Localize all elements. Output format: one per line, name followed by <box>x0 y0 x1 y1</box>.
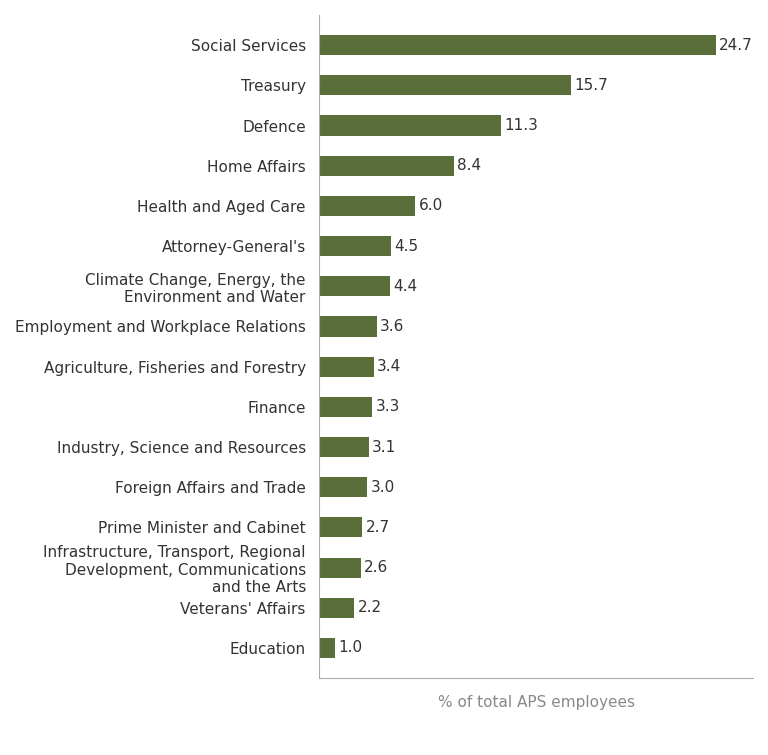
Text: 11.3: 11.3 <box>504 118 538 133</box>
Text: 4.5: 4.5 <box>395 239 419 254</box>
Text: 1.0: 1.0 <box>339 640 362 655</box>
Text: 8.4: 8.4 <box>457 159 482 173</box>
Text: 3.1: 3.1 <box>372 439 396 455</box>
Text: 2.7: 2.7 <box>366 520 390 535</box>
Bar <box>319 477 367 498</box>
Text: 24.7: 24.7 <box>720 38 753 53</box>
X-axis label: % of total APS employees: % of total APS employees <box>438 695 634 710</box>
Text: 4.4: 4.4 <box>393 279 417 294</box>
Text: 3.0: 3.0 <box>370 479 395 495</box>
Bar <box>319 557 361 578</box>
Bar <box>319 397 372 417</box>
Bar <box>319 437 369 457</box>
Text: 6.0: 6.0 <box>419 199 443 214</box>
Bar <box>319 276 390 296</box>
Bar <box>319 638 335 658</box>
Text: 2.2: 2.2 <box>358 600 382 615</box>
Bar <box>319 35 716 55</box>
Bar <box>319 156 454 176</box>
Bar <box>319 236 392 256</box>
Bar <box>319 598 354 618</box>
Text: 3.3: 3.3 <box>376 399 399 414</box>
Bar <box>319 116 501 136</box>
Text: 3.4: 3.4 <box>377 359 401 374</box>
Text: 3.6: 3.6 <box>380 319 405 334</box>
Text: 2.6: 2.6 <box>364 560 389 575</box>
Bar <box>319 76 571 95</box>
Text: 15.7: 15.7 <box>574 78 608 93</box>
Bar <box>319 316 377 337</box>
Bar <box>319 356 374 377</box>
Bar <box>319 517 362 538</box>
Bar <box>319 196 415 216</box>
